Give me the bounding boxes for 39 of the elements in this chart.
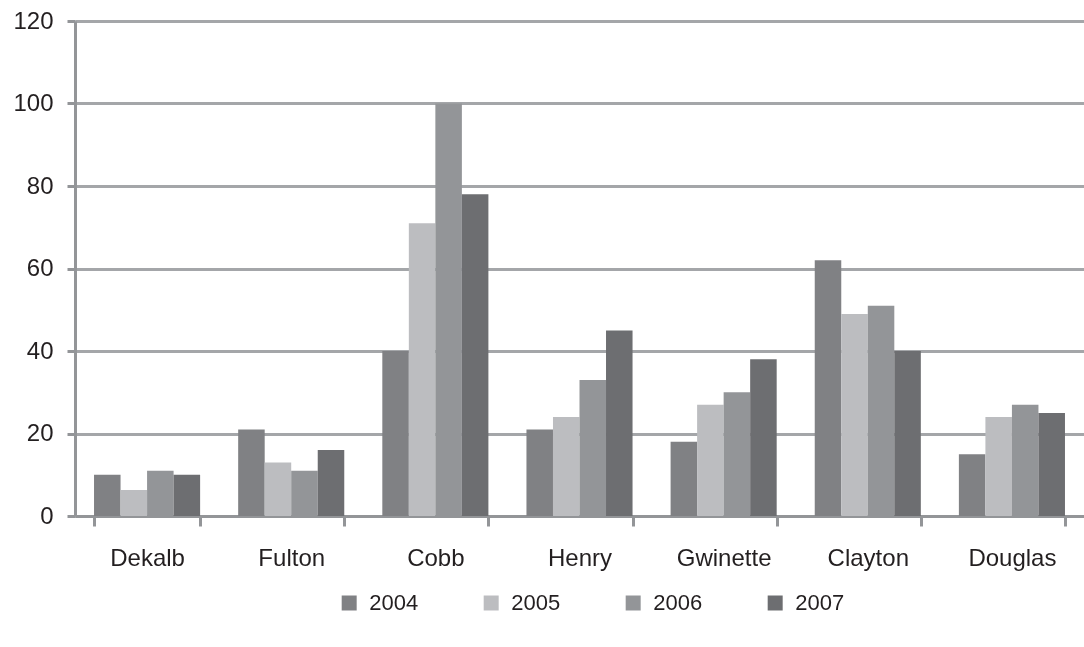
x-tick-label: Fulton <box>258 543 326 571</box>
bar <box>814 260 842 516</box>
x-tick-label: Dekalb <box>110 543 185 571</box>
bar <box>173 474 201 516</box>
bar <box>382 351 409 516</box>
bar <box>94 474 121 516</box>
x-tick-label: Douglas <box>968 543 1057 571</box>
bar <box>461 194 489 516</box>
bar <box>958 454 986 516</box>
y-tick-label: 100 <box>13 89 54 116</box>
x-tick-label: Gwinette <box>676 543 772 571</box>
bar <box>408 223 436 516</box>
x-tick-label: Henry <box>547 543 613 571</box>
bar <box>264 462 292 516</box>
x-tick-label: Clayton <box>827 543 909 571</box>
bar <box>238 429 265 516</box>
y-tick-label: 0 <box>40 501 54 529</box>
bar <box>670 441 698 516</box>
bar <box>552 417 580 516</box>
bar <box>1038 412 1065 516</box>
bar <box>750 359 777 516</box>
bar <box>985 417 1012 516</box>
y-tick-label: 40 <box>26 336 54 364</box>
legend-label: 2007 <box>795 590 845 615</box>
y-tick-label: 60 <box>26 254 54 281</box>
legend-label: 2005 <box>511 590 561 615</box>
y-tick-label: 20 <box>26 419 54 446</box>
y-tick-label: 120 <box>13 6 54 34</box>
y-tick-label: 80 <box>26 171 54 199</box>
bar <box>697 404 724 516</box>
x-tick-label: Cobb <box>407 543 465 571</box>
bar <box>894 351 921 516</box>
legend-label: 2006 <box>653 590 703 615</box>
bar <box>606 330 633 516</box>
bar <box>317 450 345 516</box>
bar <box>526 429 553 516</box>
legend-label: 2004 <box>369 590 419 615</box>
bar <box>841 313 868 516</box>
bar <box>120 490 148 516</box>
